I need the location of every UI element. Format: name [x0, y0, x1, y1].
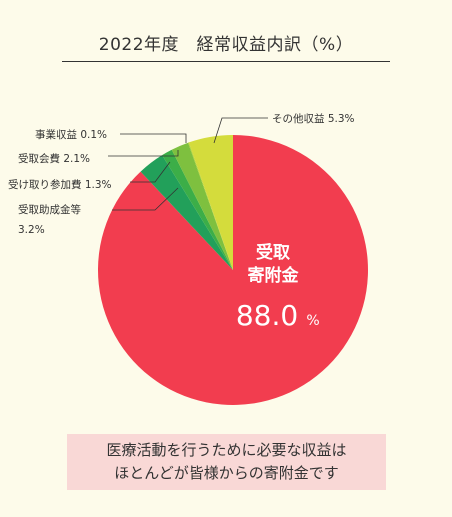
leader-line-4 — [120, 133, 187, 143]
chart-title: 2022年度 経常収益内訳（%） — [98, 35, 354, 55]
pie-slice-0 — [97, 135, 368, 405]
pie-slice-1 — [140, 155, 233, 270]
pie-chart: 受取助成金等 3.2% 受け取り参加費 1.3% 受取会費 2.1% 事業収益 0.1%… — [8, 112, 368, 405]
slice-label-4: 事業収益 0.1% — [35, 128, 107, 141]
slice-label-5: その他収益 5.3% — [272, 112, 355, 125]
pie-slice-3 — [171, 142, 233, 270]
leader-line-2 — [130, 161, 171, 183]
slice-label-3: 受取会費 2.1% — [18, 152, 90, 165]
slice-label-1-value: 3.2% — [18, 224, 45, 236]
leader-line-1 — [112, 187, 179, 211]
main-slice-label-line2: 寄附金 — [248, 265, 300, 286]
pie-slice-4 — [188, 142, 233, 270]
note-box: 医療活動を行うために必要な収益は ほとんどが皆様からの寄附金です — [67, 434, 386, 490]
pie-slice-5 — [188, 135, 233, 270]
leader-line-3 — [108, 150, 179, 157]
note-line-1: 医療活動を行うために必要な収益は — [106, 441, 347, 459]
slice-labels: 受取助成金等 3.2% 受け取り参加費 1.3% 受取会費 2.1% 事業収益 0.1%… — [8, 112, 355, 332]
leader-line-5 — [213, 117, 268, 144]
main-slice-value: 88.0 — [236, 299, 298, 332]
pie-slices — [97, 135, 368, 405]
main-slice-unit: % — [306, 313, 319, 329]
title-underline — [62, 61, 390, 62]
slice-label-2: 受け取り参加費 1.3% — [8, 178, 112, 191]
main-slice-label-line1: 受取 — [256, 242, 290, 263]
note-line-2: ほとんどが皆様からの寄附金です — [114, 464, 339, 482]
pie-slice-2 — [162, 149, 233, 270]
leader-lines — [108, 117, 268, 211]
slice-label-1: 受取助成金等 — [18, 203, 81, 216]
